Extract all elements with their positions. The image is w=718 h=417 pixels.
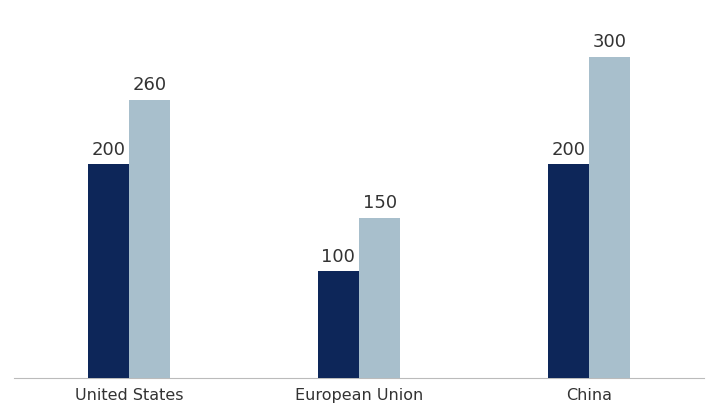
Text: 200: 200 — [91, 141, 125, 158]
Bar — [129, 100, 170, 378]
Text: 200: 200 — [551, 141, 585, 158]
Text: 100: 100 — [322, 248, 355, 266]
Text: 260: 260 — [133, 76, 167, 94]
Bar — [548, 164, 589, 378]
Text: 150: 150 — [363, 194, 397, 212]
Bar — [88, 164, 129, 378]
Bar — [317, 271, 359, 378]
Bar — [359, 218, 401, 378]
Text: 300: 300 — [593, 33, 627, 51]
Bar — [589, 57, 630, 378]
